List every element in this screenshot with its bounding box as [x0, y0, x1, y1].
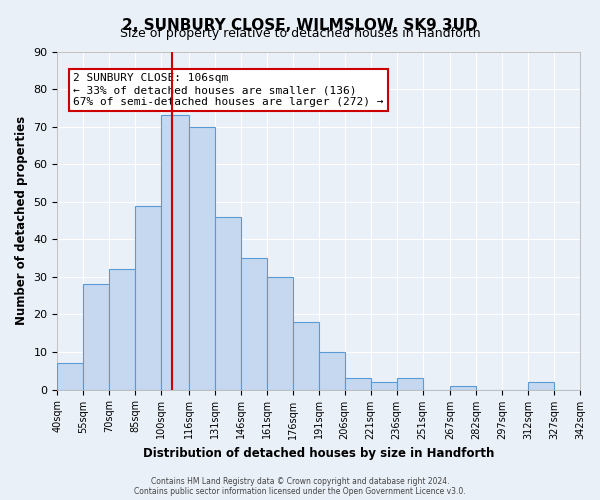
Bar	[161, 116, 189, 390]
Bar	[83, 284, 109, 390]
Bar	[293, 322, 319, 390]
Bar	[267, 277, 293, 390]
Bar	[371, 382, 397, 390]
Y-axis label: Number of detached properties: Number of detached properties	[15, 116, 28, 325]
Bar	[397, 378, 422, 390]
Bar	[528, 382, 554, 390]
Text: Contains HM Land Registry data © Crown copyright and database right 2024.
Contai: Contains HM Land Registry data © Crown c…	[134, 476, 466, 496]
X-axis label: Distribution of detached houses by size in Handforth: Distribution of detached houses by size …	[143, 447, 494, 460]
Bar	[58, 364, 83, 390]
Bar	[450, 386, 476, 390]
Bar	[344, 378, 371, 390]
Text: 2, SUNBURY CLOSE, WILMSLOW, SK9 3UD: 2, SUNBURY CLOSE, WILMSLOW, SK9 3UD	[122, 18, 478, 32]
Text: Size of property relative to detached houses in Handforth: Size of property relative to detached ho…	[119, 28, 481, 40]
Bar	[319, 352, 344, 390]
Bar	[109, 270, 135, 390]
Bar	[215, 217, 241, 390]
Bar	[241, 258, 267, 390]
Bar	[189, 126, 215, 390]
Bar	[135, 206, 161, 390]
Text: 2 SUNBURY CLOSE: 106sqm
← 33% of detached houses are smaller (136)
67% of semi-d: 2 SUNBURY CLOSE: 106sqm ← 33% of detache…	[73, 74, 383, 106]
